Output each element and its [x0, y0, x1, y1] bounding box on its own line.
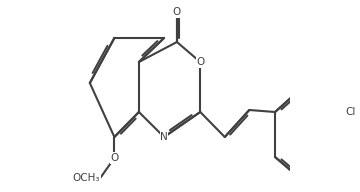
- Text: O: O: [196, 57, 204, 67]
- Text: Cl: Cl: [346, 107, 356, 117]
- Text: OCH₃: OCH₃: [73, 173, 100, 183]
- Text: O: O: [173, 7, 181, 17]
- Text: N: N: [160, 132, 168, 142]
- Text: O: O: [110, 153, 118, 163]
